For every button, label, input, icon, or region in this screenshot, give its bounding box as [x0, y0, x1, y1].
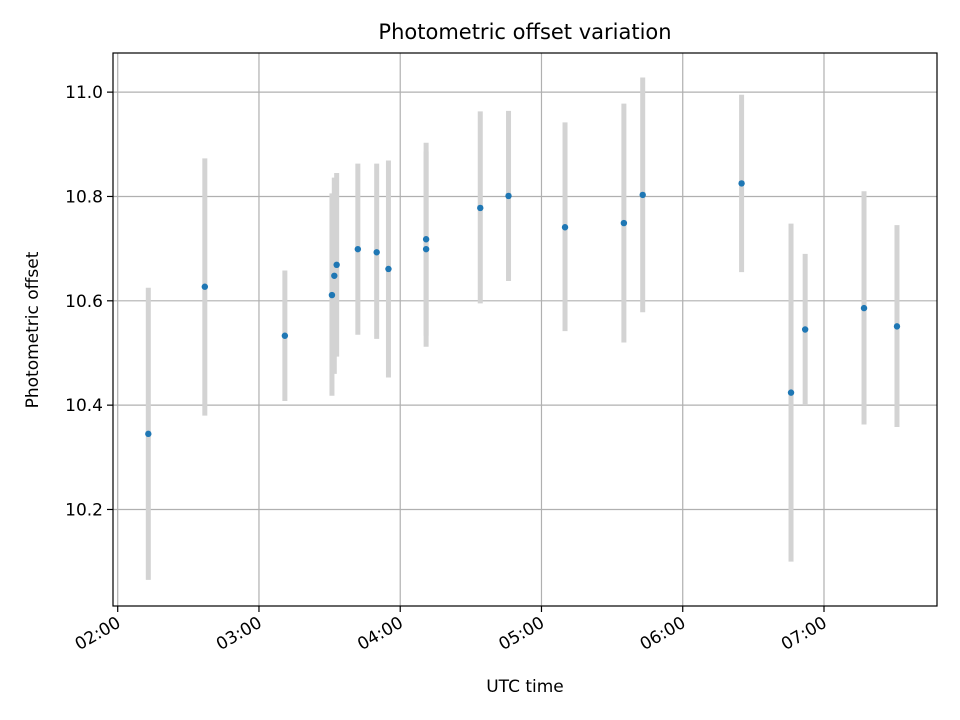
data-point: [860, 304, 868, 312]
data-point: [639, 191, 646, 199]
data-point: [422, 245, 430, 253]
data-point: [738, 180, 745, 187]
y-axis-ticks: 10.2 10.4 10.6 10.8 11.0: [65, 83, 113, 520]
x-tick-label: 02:00: [72, 613, 124, 655]
data-point: [328, 291, 336, 299]
x-axis-label: UTC time: [486, 677, 564, 697]
data-point: [801, 326, 809, 333]
data-point: [620, 219, 628, 227]
data-point: [281, 332, 289, 339]
data-point: [787, 389, 795, 396]
x-tick-label: 07:00: [778, 613, 830, 655]
y-tick-label: 10.4: [65, 396, 103, 416]
plot-frame: [112, 52, 938, 607]
data-point: [561, 224, 569, 231]
data-point: [385, 265, 392, 273]
data-point: [373, 249, 380, 256]
data-point: [505, 192, 512, 200]
x-tick-label: 04:00: [354, 613, 406, 655]
y-tick-label: 10.6: [65, 292, 103, 312]
error-bars: [145, 77, 900, 580]
data-point: [893, 323, 901, 330]
x-tick-label: 06:00: [637, 613, 689, 655]
chart-title: Photometric offset variation: [378, 20, 671, 44]
data-point: [477, 204, 484, 212]
data-point: [422, 236, 430, 243]
data-point: [333, 261, 340, 269]
data-point: [354, 245, 362, 253]
y-axis-label: Photometric offset: [23, 251, 43, 408]
y-tick-label: 11.0: [65, 83, 103, 103]
data-point: [145, 430, 152, 438]
grid-lines: [113, 53, 937, 606]
data-point: [201, 283, 209, 290]
data-point: [331, 272, 338, 279]
y-tick-label: 10.2: [65, 500, 103, 520]
x-axis-ticks: 02:00 03:00 04:00 05:00 06:00 07:00: [72, 606, 830, 655]
y-tick-label: 10.8: [65, 187, 103, 207]
x-tick-label: 05:00: [496, 613, 548, 655]
x-tick-label: 03:00: [213, 613, 265, 655]
data-points: [145, 180, 901, 438]
